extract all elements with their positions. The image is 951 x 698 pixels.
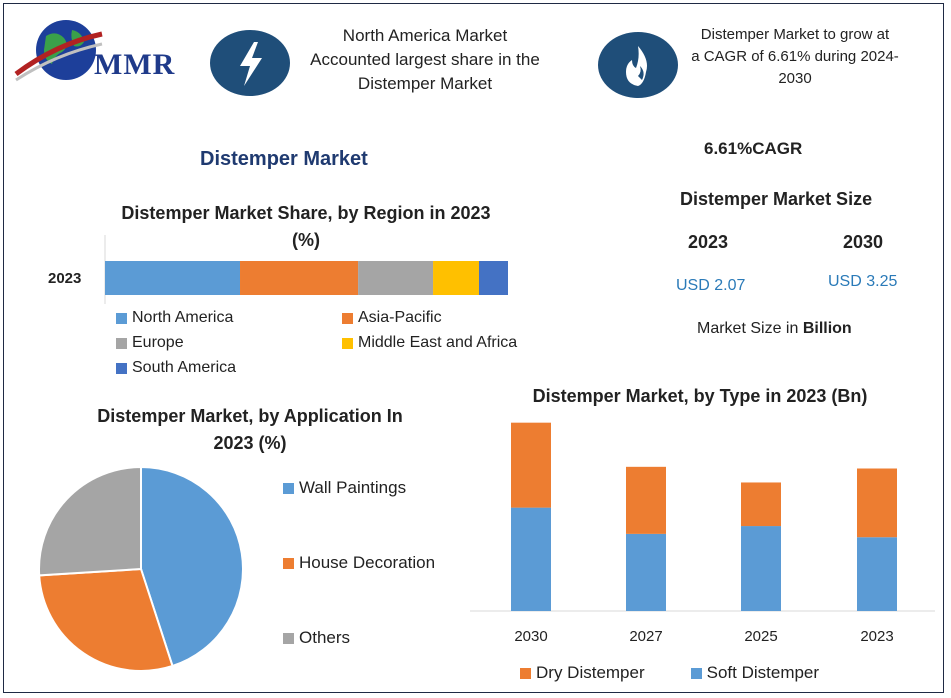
legend-swatch [283, 482, 294, 494]
legend-label: North America [132, 309, 234, 326]
region-bar-segment-europe [358, 261, 434, 295]
legend-label: Europe [132, 334, 184, 351]
header-text-2-line-1: Distemper Market to grow at [700, 26, 890, 43]
type-bar-dry-2027 [626, 466, 666, 534]
legend-item-middle-east-and-africa: Middle East and Africa [342, 334, 517, 352]
region-bar-segment-north-america [105, 261, 241, 295]
type-bar-soft-2025 [741, 526, 781, 611]
type-bar-soft-2030 [511, 507, 551, 611]
legend-swatch [283, 557, 294, 569]
legend-swatch [116, 362, 127, 374]
pie-slice-wall-paintings [140, 465, 244, 668]
header-text-2-line-3: 2030 [778, 70, 812, 87]
legend-item-europe: Europe [116, 334, 184, 352]
legend-item-south-america: South America [116, 359, 236, 377]
market-size-note: Market Size in Billion [697, 320, 852, 338]
type-tick-label-2027: 2027 [629, 628, 662, 645]
application-pie-chart [38, 465, 244, 672]
header-text-1-line-1: North America Market [342, 26, 508, 45]
legend-item-north-america: North America [116, 309, 233, 327]
header-text-2: Distemper Market to grow at a CAGR of 6.… [678, 24, 912, 90]
pie-legend-item-others: Others [283, 628, 350, 648]
type-bar-dry-2023 [857, 468, 897, 538]
market-size-value-2: USD 3.25 [828, 273, 898, 290]
type-chart-title: Distemper Market, by Type in 2023 (Bn) [532, 386, 868, 406]
flame-icon [626, 46, 647, 86]
application-pie-legend: Wall Paintings House Decoration Others [283, 478, 483, 658]
legend-swatch [116, 337, 127, 349]
logo-text: MMR [94, 48, 176, 81]
type-bar-soft-2027 [626, 533, 666, 611]
infographic-frame [3, 3, 944, 693]
market-size-year-1: 2023 [688, 232, 729, 252]
market-size-year-2: 2030 [843, 232, 884, 252]
market-size-note-bold: Billion [802, 320, 852, 337]
legend-swatch [116, 312, 127, 324]
region-bar-segment-asia-pacific [240, 261, 359, 295]
region-category-label: 2023 [48, 270, 81, 287]
type-bar-dry-2030 [511, 422, 551, 508]
application-chart-title-line-1: Distemper Market, by Application In [97, 406, 403, 426]
type-tick-label-2025: 2025 [744, 628, 777, 645]
region-chart-title-line-1: Distemper Market Share, by Region in 202… [121, 203, 491, 223]
globe-icon [14, 20, 103, 82]
legend-swatch [520, 667, 531, 679]
type-legend-item-dry-distemper: Dry Distemper [520, 660, 645, 686]
legend-swatch [283, 632, 294, 644]
region-bar-segment-south-america [478, 261, 508, 295]
main-title: Distemper Market [200, 148, 368, 170]
pie-slice-others [38, 465, 142, 577]
legend-label: South America [132, 359, 237, 376]
header-icon-circle-2 [598, 32, 678, 98]
market-size-title: Distemper Market Size [680, 189, 873, 209]
cagr-text: 6.61%CAGR [704, 139, 803, 158]
type-legend-item-soft-distemper: Soft Distemper [690, 660, 820, 686]
market-size-value-1: USD 2.07 [676, 277, 746, 294]
type-tick-label-2023: 2023 [860, 628, 893, 645]
header-text-1-line-3: Distemper Market [357, 74, 493, 93]
legend-label: Dry Distemper [536, 663, 645, 682]
header-text-2-line-2: a CAGR of 6.61% during 2024- [691, 48, 899, 65]
legend-swatch [342, 312, 353, 324]
legend-label: Asia-Pacific [358, 309, 442, 326]
header-text-1-line-2: Accounted largest share in the [310, 50, 540, 69]
region-bar-segment-middle-east-and-africa [433, 261, 479, 295]
application-chart-title-line-2: 2023 (%) [213, 433, 287, 453]
type-bar-soft-2023 [857, 537, 897, 611]
legend-swatch [690, 667, 702, 679]
pie-legend-item-wall-paintings: Wall Paintings [283, 478, 406, 498]
market-size-note-prefix: Market Size in [697, 320, 803, 337]
region-chart-legend: North America Asia-Pacific Europe Middle Ea… [116, 309, 556, 384]
header-text-1: North America Market Accounted largest s… [295, 24, 555, 96]
legend-item-asia-pacific: Asia-Pacific [342, 309, 442, 327]
type-stacked-bar-chart: 2030 2027 2025 2023 [470, 422, 935, 645]
application-chart-title: Distemper Market, by Application In 2023… [70, 403, 430, 457]
type-chart-legend: Dry Distemper Soft Distemper [520, 660, 920, 686]
legend-label: Wall Paintings [299, 478, 407, 497]
region-chart-title-line-2: (%) [292, 230, 320, 250]
type-bar-dry-2025 [741, 482, 781, 527]
lightning-bolt-icon [240, 42, 262, 86]
legend-label: House Decoration [299, 553, 436, 572]
pie-slice-house-decoration [38, 567, 174, 672]
header-icon-circle-1 [210, 30, 290, 96]
legend-swatch [342, 337, 353, 349]
pie-legend-item-house-decoration: House Decoration [283, 553, 435, 573]
legend-label: Others [299, 628, 351, 647]
legend-label: Soft Distemper [706, 663, 820, 682]
region-chart-title: Distemper Market Share, by Region in 202… [100, 200, 512, 254]
region-bar-chart: 2023 [48, 235, 508, 304]
logo: MMR [14, 14, 194, 84]
legend-label: Middle East and Africa [358, 334, 518, 351]
type-tick-label-2030: 2030 [514, 628, 547, 645]
